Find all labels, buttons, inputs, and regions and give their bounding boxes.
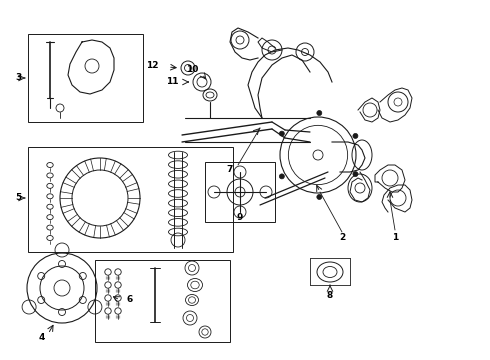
Text: 6: 6 <box>127 296 133 305</box>
Text: 7: 7 <box>227 166 233 175</box>
Bar <box>95 260 230 342</box>
Circle shape <box>353 172 358 176</box>
Bar <box>28 34 143 122</box>
Text: 2: 2 <box>339 234 345 243</box>
Circle shape <box>317 194 322 199</box>
Text: 10: 10 <box>186 66 198 75</box>
Text: 1: 1 <box>392 234 398 243</box>
Circle shape <box>353 134 358 139</box>
Text: 5: 5 <box>15 194 21 202</box>
Text: 9: 9 <box>237 212 243 221</box>
Text: 4: 4 <box>39 333 45 342</box>
Circle shape <box>279 131 284 136</box>
Text: 11: 11 <box>166 77 178 86</box>
Text: 3: 3 <box>15 73 21 82</box>
Bar <box>205 162 275 222</box>
Text: 8: 8 <box>327 291 333 300</box>
Bar <box>28 147 233 252</box>
Circle shape <box>279 174 284 179</box>
Circle shape <box>317 111 322 116</box>
Text: 12: 12 <box>146 60 158 69</box>
